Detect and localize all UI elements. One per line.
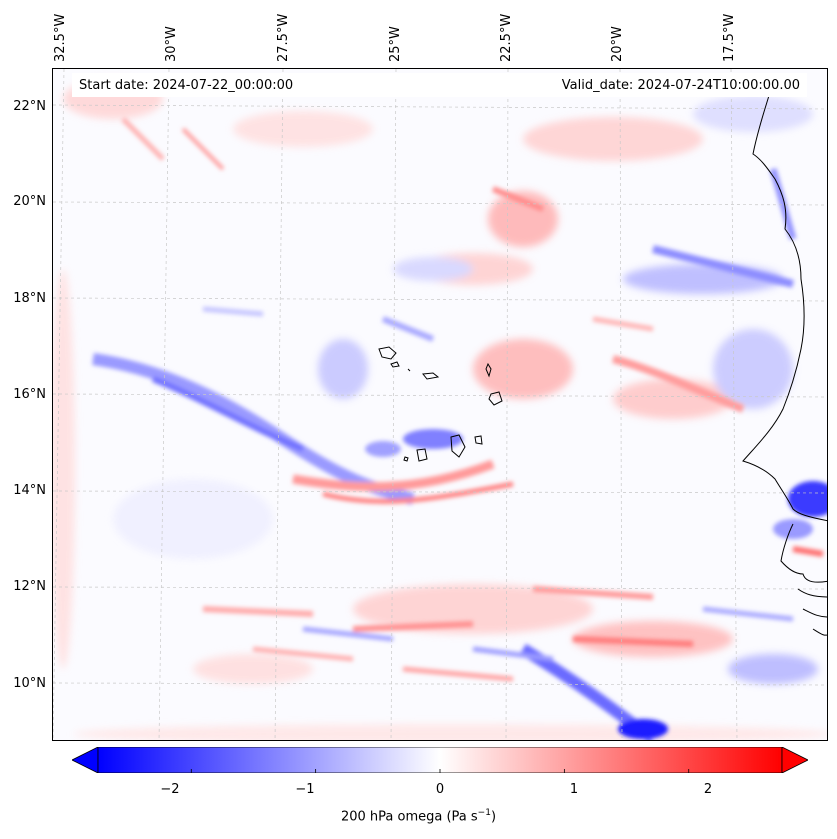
colorbar-tick-label: −2 [160,782,180,797]
lon-label: 17.5°W [722,13,737,62]
lat-label: 14°N [13,483,46,498]
colorbar-tick-label: −1 [295,782,315,797]
lon-label: 20°W [610,26,625,62]
colorbar-title-main: 200 hPa omega (Pa s [340,809,478,825]
colorbar-ramp [71,746,809,774]
colorbar-title-exponent: −1 [477,808,491,818]
colorbar-title-end: ) [490,809,497,825]
lat-label: 12°N [13,579,46,594]
lat-label: 18°N [13,291,46,306]
colorbar-ticks [190,769,690,773]
lon-label: 30°W [164,26,179,62]
graticule [53,69,827,740]
lat-label: 10°N [13,676,46,691]
lon-label: 25°W [388,26,403,62]
map-panel [52,68,828,741]
start-date-label: Start date: 2024-07-22_00:00:00 [79,78,294,93]
colorbar-min-extend [71,746,99,774]
omega-field [53,69,827,740]
colorbar-tick-label: 1 [569,782,579,797]
lon-label: 27.5°W [276,13,291,62]
colorbar-body [97,746,783,774]
lat-label: 16°N [13,387,46,402]
valid-date-label: Valid_date: 2024-07-24T10:00:00.00 [561,78,800,93]
lon-label: 22.5°W [499,13,514,62]
date-info-bar: Start date: 2024-07-22_00:00:00 Valid_da… [72,73,807,97]
coastline [378,88,827,636]
lat-label: 22°N [13,99,46,114]
colorbar-tick-label: 0 [435,782,445,797]
colorbar-title: 200 hPa omega (Pa s−1) [0,808,837,824]
lon-label: 32.5°W [53,13,68,62]
colorbar-tick-label: 2 [703,782,713,797]
lat-label: 20°N [13,194,46,209]
omega-bands [92,117,827,740]
colorbar [71,746,809,774]
colorbar-max-extend [781,746,809,774]
